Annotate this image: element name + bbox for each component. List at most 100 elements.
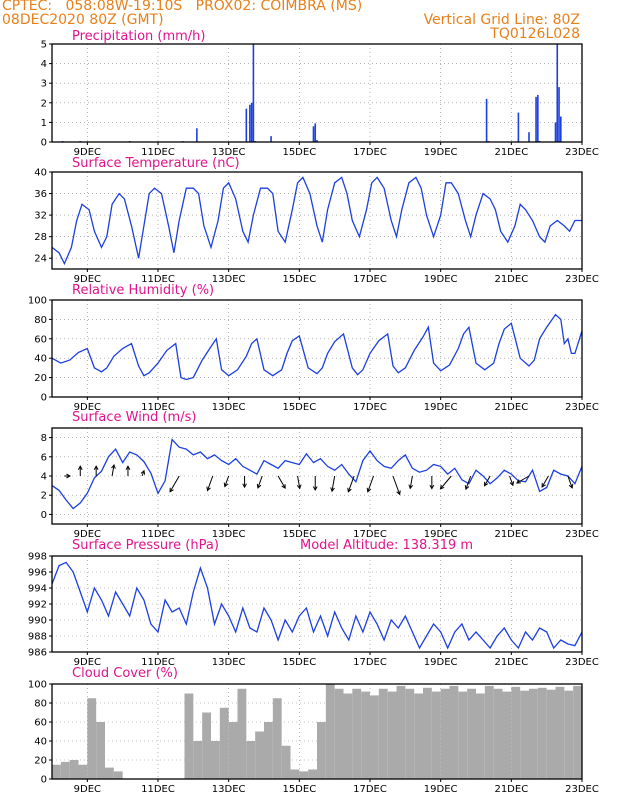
rh-ytick-label: 100 xyxy=(28,296,47,307)
pres-xtick-label: 15DEC xyxy=(282,657,316,668)
cloud-bar xyxy=(308,769,317,779)
cloud-xtick-label: 23DEC xyxy=(565,784,599,795)
pres-ytick-label: 994 xyxy=(28,584,47,595)
wind-arrow xyxy=(516,475,530,484)
title-pressure: Surface Pressure (hPa) xyxy=(72,538,219,553)
cloud-bar xyxy=(476,693,485,779)
cloud-ytick-label: 0 xyxy=(41,775,47,786)
cloud-bar xyxy=(564,690,574,779)
wind-arrow-head xyxy=(347,487,352,493)
precip-bar xyxy=(270,136,272,142)
cloud-bar xyxy=(414,693,423,779)
rh-ytick-label: 0 xyxy=(41,393,47,404)
rh-ytick-label: 20 xyxy=(34,373,47,384)
cloud-bar xyxy=(246,741,256,779)
precip-bar xyxy=(245,108,248,142)
cloud-bar xyxy=(69,760,79,779)
wind-arrow xyxy=(541,475,549,488)
wind-arrow-head xyxy=(515,479,521,484)
wind-arrow xyxy=(207,475,214,491)
cloud-xtick-label: 11DEC xyxy=(141,784,175,795)
wind-arrow-head xyxy=(223,482,229,488)
wind-arrow xyxy=(257,475,263,489)
precip-ytick-label: 4 xyxy=(41,59,47,70)
wind-arrow xyxy=(111,464,115,477)
precip-xtick-label: 17DEC xyxy=(353,147,387,158)
precip-bar xyxy=(554,122,557,142)
rh-xtick-label: 15DEC xyxy=(282,402,316,413)
wind-arrow-head xyxy=(140,469,146,475)
wind-arrow xyxy=(567,475,573,489)
wind-arrow-head xyxy=(509,481,515,487)
temp-ytick-label: 36 xyxy=(34,189,47,200)
wind-arrow xyxy=(367,475,375,492)
precip-bar xyxy=(312,126,315,142)
wind-arrow-head xyxy=(169,487,174,493)
cloud-bar xyxy=(546,689,556,779)
cloud-frame xyxy=(51,683,583,780)
model-altitude-label: Model Altitude: 138.319 m xyxy=(300,538,474,553)
wind-arrow xyxy=(440,475,452,490)
rh-xtick-label: 23DEC xyxy=(565,402,599,413)
temp-xtick-label: 19DEC xyxy=(424,274,458,285)
wind-arrow-head xyxy=(464,485,470,491)
precip-ytick-label: 0 xyxy=(41,138,47,149)
cloud-ytick-label: 60 xyxy=(34,718,47,729)
precip-bar xyxy=(517,112,520,142)
precip-bar xyxy=(560,116,562,142)
wind-ytick-label: 0 xyxy=(41,510,47,521)
temp-xtick-label: 11DEC xyxy=(141,274,175,285)
temp-ytick-label: 24 xyxy=(34,254,47,265)
wind-arrow-head xyxy=(296,484,302,490)
wind-arrow-head xyxy=(408,484,414,490)
cloud-bar xyxy=(370,695,379,779)
pres-xtick-label: 9DEC xyxy=(74,657,101,668)
cloud-xtick-label: 17DEC xyxy=(353,784,387,795)
cloud-bar xyxy=(352,688,362,779)
cloud-bar xyxy=(440,688,450,779)
temp-xtick-label: 15DEC xyxy=(282,274,316,285)
cloud-bar xyxy=(458,691,468,779)
wind-ytick-label: 2 xyxy=(41,491,47,502)
cloud-bar xyxy=(573,685,582,779)
precip-bar xyxy=(316,140,318,142)
precip-ytick-label: 5 xyxy=(41,40,47,51)
temp-ytick-label: 28 xyxy=(34,232,47,243)
precip-bar xyxy=(252,44,255,142)
temp-ytick-label: 40 xyxy=(34,168,47,179)
cloud-bar xyxy=(211,741,220,779)
cloud-bar xyxy=(317,722,326,779)
cloud-ytick-label: 40 xyxy=(34,737,47,748)
wind-arrow xyxy=(297,475,301,489)
wind-arrow-head xyxy=(111,463,116,469)
rh-xtick-label: 19DEC xyxy=(424,402,458,413)
cloud-bar xyxy=(264,722,273,779)
wind-xtick-label: 17DEC xyxy=(353,529,387,540)
cloud-bar xyxy=(387,691,397,779)
title-precipitation: Precipitation (mm/h) xyxy=(72,29,206,44)
cloud-bar xyxy=(537,687,547,779)
cloud-bar xyxy=(113,771,123,779)
precip-bar xyxy=(528,132,530,142)
wind-xtick-label: 11DEC xyxy=(141,529,175,540)
wind-arrow xyxy=(484,475,491,486)
precip-frame xyxy=(51,43,583,143)
cloud-bar xyxy=(105,767,114,779)
temp-series-line xyxy=(51,176,582,266)
rh-xtick-label: 21DEC xyxy=(494,402,528,413)
cloud-bar xyxy=(96,722,105,779)
wind-arrow xyxy=(331,475,336,492)
pres-xtick-label: 11DEC xyxy=(141,657,175,668)
cloud-ytick-label: 100 xyxy=(28,680,47,691)
cloud-bar xyxy=(423,687,432,779)
precip-bar xyxy=(556,44,559,142)
cloud-bar xyxy=(237,688,247,779)
cloud-bar xyxy=(334,688,344,779)
cloud-bar xyxy=(484,685,494,779)
wind-xtick-label: 13DEC xyxy=(212,529,246,540)
wind-arrow-head xyxy=(366,487,372,493)
precip-bar xyxy=(314,123,317,142)
cloud-ytick-label: 20 xyxy=(34,756,47,767)
rh-xtick-label: 17DEC xyxy=(353,402,387,413)
cloud-bar xyxy=(290,769,300,779)
